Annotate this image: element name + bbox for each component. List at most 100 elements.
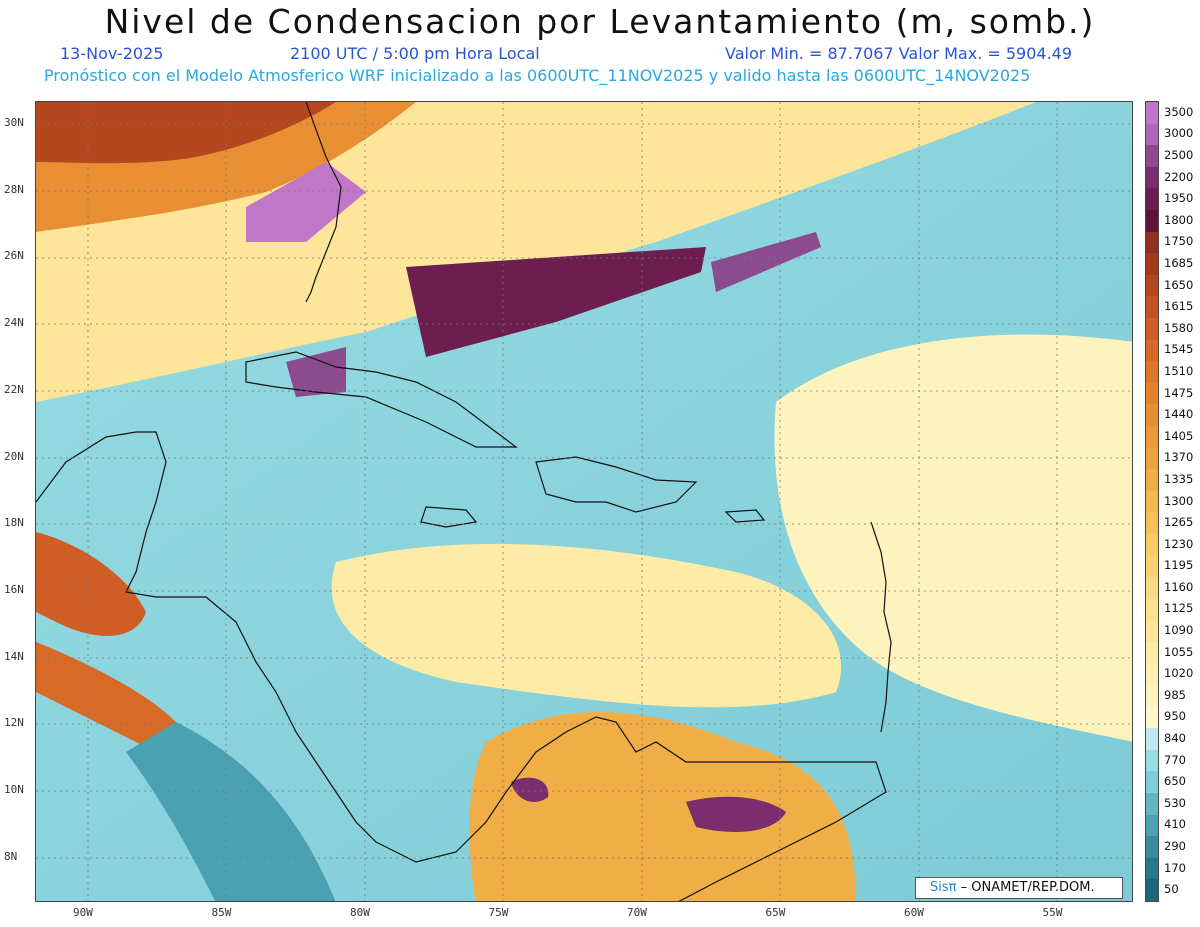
central-america-warm xyxy=(36,532,146,636)
lat-tick-label: 22N xyxy=(4,382,24,396)
colombia-purple-blob xyxy=(511,777,549,802)
caribbean-yellow-zone xyxy=(331,543,842,708)
colorbar-level-label: 1685 xyxy=(1164,255,1194,270)
colorbar-swatch xyxy=(1146,749,1158,772)
colorbar-swatch xyxy=(1146,123,1158,146)
colorbar-level-label: 1475 xyxy=(1164,385,1194,400)
forecast-map xyxy=(35,101,1133,902)
colorbar-swatch xyxy=(1146,274,1158,297)
model-description: Pronóstico con el Modelo Atmosferico WRF… xyxy=(44,66,1031,85)
colorbar-swatch xyxy=(1146,663,1158,686)
cuba-purple-blob xyxy=(286,347,346,397)
lat-tick-label: 24N xyxy=(4,316,24,330)
colorbar-swatch xyxy=(1146,469,1158,492)
colorbar-swatch xyxy=(1146,685,1158,708)
colorbar-swatch xyxy=(1146,253,1158,276)
colorbar-level-label: 1800 xyxy=(1164,212,1194,227)
atlantic-yellow-zone xyxy=(774,334,1132,742)
colorbar-swatch xyxy=(1146,793,1158,816)
colorbar-level-label: 1020 xyxy=(1164,666,1194,681)
colorbar-swatch xyxy=(1146,361,1158,384)
credit-brand: Sis xyxy=(930,880,949,895)
colorbar-swatch xyxy=(1146,188,1158,211)
colorbar-level-label: 3000 xyxy=(1164,126,1194,141)
colorbar-level-label: 1195 xyxy=(1164,558,1194,573)
colorbar-swatch xyxy=(1146,728,1158,751)
lat-tick-label: 26N xyxy=(4,249,24,263)
bahamas-purple-band xyxy=(406,247,706,357)
south-america-orange-zone xyxy=(469,712,856,901)
lat-tick-label: 30N xyxy=(4,116,24,129)
colorbar-level-label: 650 xyxy=(1164,774,1186,789)
credit-box: Sisπ – ONAMET/REP.DOM. xyxy=(915,877,1123,899)
panama-teal-zone xyxy=(126,722,336,901)
lat-tick-label: 12N xyxy=(4,716,24,730)
map-canvas xyxy=(36,102,1132,901)
colorbar-level-label: 1090 xyxy=(1164,623,1194,638)
colorbar-level-label: 840 xyxy=(1164,731,1186,746)
colorbar-level-label: 770 xyxy=(1164,752,1186,767)
colorbar-level-label: 1615 xyxy=(1164,299,1194,314)
colorbar-level-label: 1405 xyxy=(1164,428,1194,443)
colorbar-swatch xyxy=(1146,512,1158,535)
colorbar-swatch xyxy=(1146,879,1158,902)
lon-tick-label: 70W xyxy=(627,906,647,919)
colorbar-level-label: 950 xyxy=(1164,709,1186,724)
lat-tick-label: 14N xyxy=(4,649,24,663)
colorbar-swatch xyxy=(1146,555,1158,578)
colorbar-swatch xyxy=(1146,836,1158,859)
colorbar-level-label: 3500 xyxy=(1164,104,1194,119)
min-max-values: Valor Min. = 87.7067 Valor Max. = 5904.4… xyxy=(725,44,1073,63)
credit-pi: π xyxy=(948,880,957,895)
colorbar-level-label: 1125 xyxy=(1164,601,1194,616)
colorbar-swatch xyxy=(1146,382,1158,405)
colorbar-level-label: 1160 xyxy=(1164,579,1194,594)
gulf-brown-zone xyxy=(36,102,336,164)
colorbar-swatch xyxy=(1146,620,1158,643)
colorbar-level-label: 1750 xyxy=(1164,234,1194,249)
colorbar xyxy=(1145,101,1159,902)
colorbar-level-label: 1230 xyxy=(1164,536,1194,551)
lon-tick-label: 90W xyxy=(73,906,93,919)
page-title: Nivel de Condensacion por Levantamiento … xyxy=(104,2,1096,41)
colorbar-level-label: 1545 xyxy=(1164,342,1194,357)
colorbar-swatch xyxy=(1146,102,1158,125)
colorbar-swatch xyxy=(1146,339,1158,362)
colorbar-level-label: 1335 xyxy=(1164,471,1194,486)
colorbar-swatch xyxy=(1146,857,1158,880)
forecast-date: 13-Nov-2025 xyxy=(60,44,164,63)
forecast-time: 2100 UTC / 5:00 pm Hora Local xyxy=(290,44,540,63)
lat-tick-label: 20N xyxy=(4,449,24,463)
colorbar-level-label: 410 xyxy=(1164,817,1186,832)
lon-tick-label: 65W xyxy=(765,906,786,919)
colorbar-level-label: 2200 xyxy=(1164,169,1194,184)
colorbar-level-label: 50 xyxy=(1164,882,1179,897)
colorbar-swatch xyxy=(1146,296,1158,319)
lat-tick-label: 10N xyxy=(4,783,24,796)
colorbar-swatch xyxy=(1146,425,1158,448)
colorbar-level-label: 1300 xyxy=(1164,493,1194,508)
lon-tick-label: 85W xyxy=(211,906,232,919)
colorbar-level-label: 1950 xyxy=(1164,191,1194,206)
colorbar-level-label: 2500 xyxy=(1164,147,1194,162)
colorbar-level-label: 530 xyxy=(1164,795,1186,810)
colorbar-swatch xyxy=(1146,231,1158,254)
colorbar-swatch xyxy=(1146,533,1158,556)
colorbar-swatch xyxy=(1146,404,1158,427)
colorbar-level-label: 170 xyxy=(1164,860,1186,875)
lat-tick-label: 8N xyxy=(4,849,18,863)
grid-lines xyxy=(36,102,1132,901)
colorbar-level-label: 1370 xyxy=(1164,450,1194,465)
colorbar-swatch xyxy=(1146,490,1158,513)
credit-text: – ONAMET/REP.DOM. xyxy=(956,880,1095,895)
lon-tick-label: 55W xyxy=(1042,906,1063,919)
colorbar-swatch xyxy=(1146,166,1158,189)
colorbar-swatch xyxy=(1146,447,1158,470)
colorbar-swatch xyxy=(1146,706,1158,729)
colorbar-swatch xyxy=(1146,577,1158,600)
colorbar-level-label: 1650 xyxy=(1164,277,1194,292)
lat-tick-label: 18N xyxy=(4,516,24,530)
colorbar-swatch xyxy=(1146,771,1158,794)
colorbar-swatch xyxy=(1146,209,1158,233)
lat-tick-label: 16N xyxy=(4,582,24,596)
